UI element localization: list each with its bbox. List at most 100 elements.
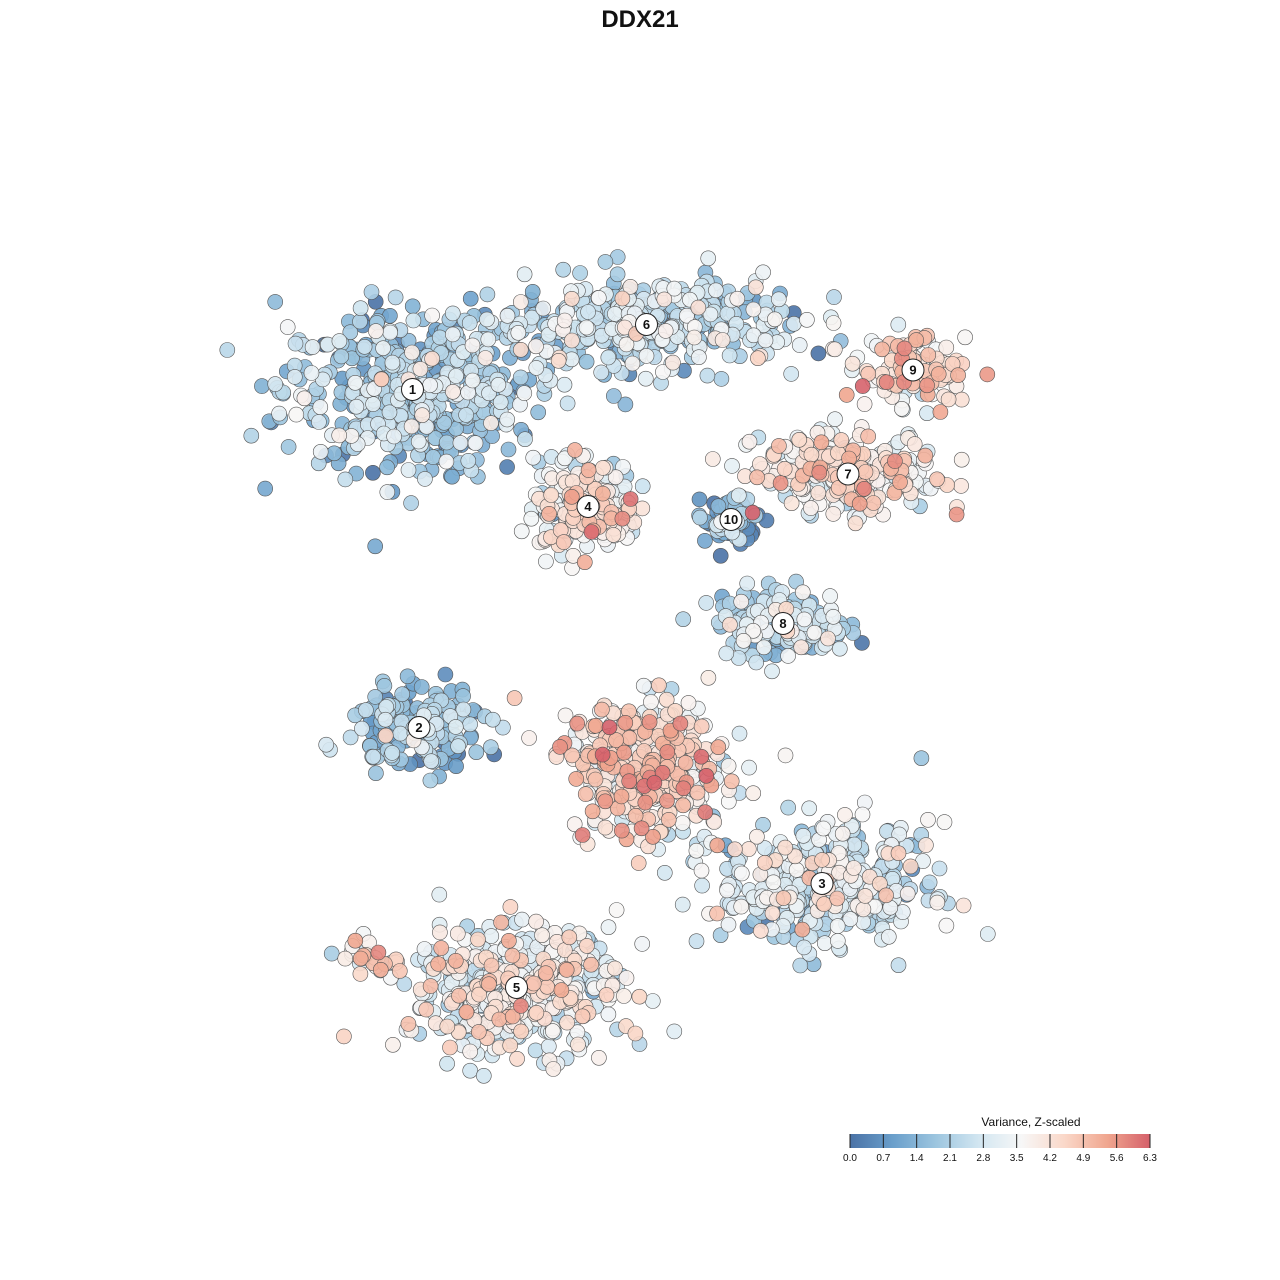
- scatter-point: [720, 916, 737, 933]
- scatter-point: [713, 371, 730, 387]
- scatter-point: [553, 982, 570, 998]
- scatter-point: [439, 1055, 455, 1072]
- scatter-point: [557, 707, 574, 724]
- scatter-point: [326, 445, 343, 462]
- scatter-point: [467, 435, 484, 451]
- scatter-point: [749, 469, 765, 486]
- scatter-point: [425, 449, 441, 465]
- scatter-point: [641, 714, 658, 730]
- scatter-point: [772, 475, 789, 491]
- scatter-point: [794, 584, 811, 601]
- scatter-point: [543, 487, 560, 503]
- scatter-point: [381, 404, 398, 421]
- cluster-label-4: 4: [576, 495, 600, 518]
- scatter-point: [749, 828, 765, 845]
- scatter-point: [729, 290, 746, 307]
- scatter-point: [791, 431, 808, 448]
- scatter-point: [567, 442, 583, 458]
- scatter-point: [777, 747, 794, 764]
- scatter-point: [449, 925, 466, 942]
- scatter-point: [312, 443, 329, 460]
- scatter-point: [690, 299, 707, 316]
- scatter-point: [731, 725, 748, 742]
- scatter-point: [370, 944, 387, 961]
- scatter-point: [600, 1006, 617, 1023]
- scatter-point: [605, 388, 622, 404]
- scatter-point: [856, 396, 873, 412]
- scatter-point: [436, 414, 453, 431]
- scatter-point: [953, 391, 970, 408]
- scatter-point: [556, 312, 573, 329]
- scatter-point: [979, 926, 996, 942]
- scatter-point: [455, 688, 471, 704]
- scatter-point: [787, 848, 803, 865]
- scatter-point: [433, 940, 450, 956]
- scatter-point: [810, 485, 827, 501]
- scatter-point: [337, 950, 354, 967]
- scatter-point: [605, 527, 622, 543]
- scatter-point: [675, 611, 692, 628]
- cluster-label-5: 5: [505, 976, 528, 999]
- scatter-point: [399, 668, 416, 685]
- scatter-point: [462, 716, 478, 733]
- scatter-point: [646, 775, 663, 791]
- scatter-point: [545, 1061, 562, 1077]
- scatter-point: [430, 956, 447, 972]
- scatter-point: [303, 365, 320, 381]
- scatter-point: [471, 986, 487, 1003]
- scatter-point: [254, 378, 270, 394]
- scatter-point: [442, 1039, 458, 1056]
- scatter-point: [780, 648, 796, 664]
- scatter-point: [387, 289, 404, 306]
- scatter-point: [528, 1004, 545, 1021]
- scatter-point: [422, 978, 439, 994]
- scatter-point: [826, 289, 842, 305]
- scatter-point: [431, 886, 448, 903]
- scatter-point: [720, 758, 737, 774]
- scatter-point: [566, 816, 583, 833]
- scatter-point: [510, 324, 527, 341]
- scatter-point: [445, 383, 461, 400]
- scatter-point: [279, 319, 296, 335]
- scatter-point: [594, 485, 611, 502]
- scatter-point: [616, 988, 632, 1004]
- scatter-point: [584, 803, 601, 820]
- scatter-point: [752, 456, 768, 472]
- scatter-point: [634, 936, 651, 952]
- legend-title: Variance, Z-scaled: [981, 1115, 1080, 1129]
- scatter-point: [698, 595, 715, 611]
- scatter-point: [770, 291, 787, 308]
- scatter-point: [948, 506, 965, 523]
- scatter-point: [766, 311, 783, 328]
- scatter-point: [692, 509, 708, 526]
- cluster-label-8: 8: [771, 612, 795, 635]
- scatter-point: [666, 280, 683, 297]
- scatter-point: [410, 433, 427, 450]
- scatter-point: [747, 279, 764, 296]
- scatter-point: [617, 396, 634, 413]
- scatter-point: [710, 739, 727, 756]
- scatter-point: [722, 616, 738, 633]
- scatter-point: [535, 300, 552, 317]
- scatter-point: [559, 1014, 575, 1031]
- scatter-point: [595, 460, 611, 476]
- svg-text:7: 7: [844, 467, 851, 482]
- scatter-point: [439, 1018, 456, 1035]
- scatter-point: [304, 339, 321, 355]
- svg-text:4: 4: [584, 499, 592, 514]
- scatter-point: [451, 987, 467, 1004]
- scatter-point: [506, 690, 523, 706]
- legend-tick-label: 0.7: [876, 1153, 890, 1164]
- scatter-point: [740, 841, 757, 857]
- scatter-point: [527, 1042, 544, 1059]
- scatter-point: [512, 294, 529, 310]
- scatter-point: [499, 411, 516, 428]
- scatter-point: [635, 677, 652, 694]
- scatter-point: [917, 447, 934, 464]
- scatter-point: [756, 854, 773, 871]
- scatter-point: [367, 538, 384, 555]
- scatter-point: [735, 632, 752, 649]
- scatter-point: [438, 434, 455, 451]
- scatter-point: [385, 1037, 401, 1053]
- scatter-point: [712, 547, 729, 564]
